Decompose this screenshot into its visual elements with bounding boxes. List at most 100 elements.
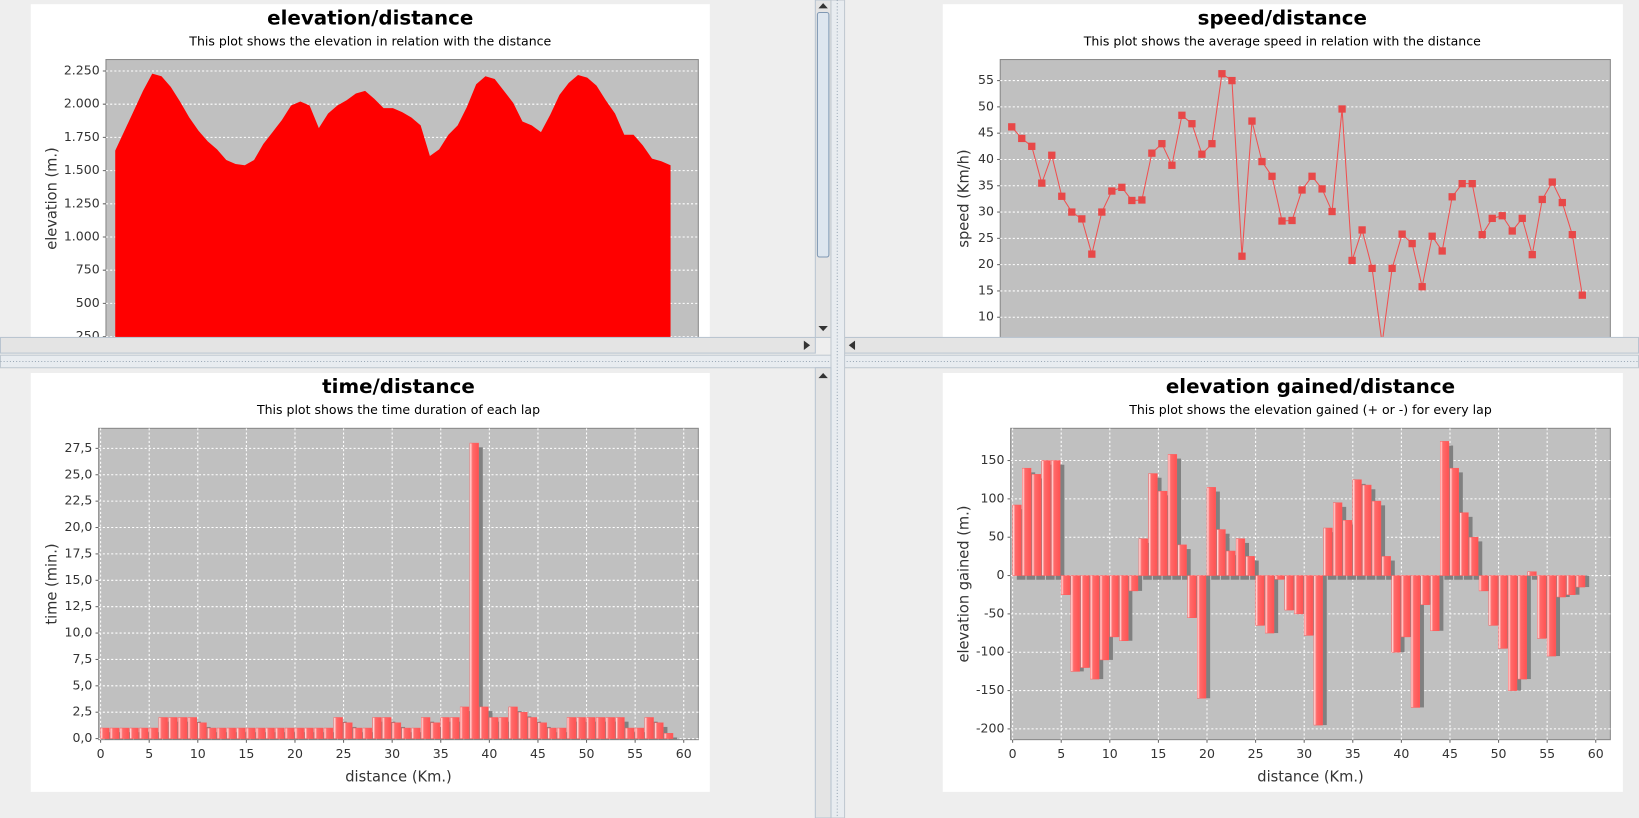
bar (1381, 556, 1391, 576)
y-tick-label: 10 (978, 309, 994, 324)
point (1498, 212, 1506, 220)
y-tick-label: 1.750 (64, 129, 100, 144)
bar (1498, 575, 1508, 649)
bar (527, 717, 538, 739)
chart-subtitle: This plot shows the elevation gained (+ … (1128, 402, 1492, 417)
bar (430, 722, 440, 739)
x-tick-label: 5 (145, 746, 153, 761)
bar (1537, 575, 1547, 639)
y-tick-label: 55 (978, 72, 994, 87)
point (1308, 172, 1316, 180)
bar (246, 727, 256, 739)
bar (1148, 473, 1158, 576)
x-tick-label: 50 (579, 746, 595, 761)
bar (1109, 575, 1119, 638)
point (1088, 250, 1096, 258)
bar (1556, 575, 1566, 598)
y-tick-label: 100 (981, 490, 1005, 505)
chart: elevation gained/distance This plot shows… (956, 375, 1611, 785)
chart-title: speed/distance (1198, 6, 1367, 29)
bar (1128, 575, 1139, 592)
bar (1430, 575, 1440, 632)
horizontal-scrollbar[interactable] (844, 336, 1639, 354)
y-tick-label: 5,0 (72, 677, 92, 692)
point (1388, 264, 1396, 272)
bar (100, 727, 110, 739)
y-tick-label: 12,5 (65, 598, 93, 613)
chart-title: elevation gained/distance (1166, 375, 1455, 398)
point (1058, 192, 1066, 200)
bar (644, 717, 654, 739)
point (1098, 208, 1106, 216)
bar (586, 717, 596, 739)
scroll-arrow[interactable] (818, 372, 828, 379)
point (1278, 217, 1286, 225)
bar (547, 727, 557, 739)
chart-subtitle: This plot shows the elevation in relatio… (188, 33, 551, 48)
bar (576, 717, 586, 739)
y-tick-label: 25,0 (65, 466, 93, 481)
point (1468, 180, 1476, 188)
bar (1090, 575, 1100, 680)
bar (1119, 575, 1129, 641)
x-tick-label: 30 (1296, 746, 1312, 761)
bar (469, 442, 479, 739)
bar (1206, 487, 1216, 576)
bar (1439, 441, 1450, 576)
bar (148, 727, 159, 739)
y-tick-label: 45 (978, 125, 994, 140)
bar (1245, 556, 1255, 576)
y-tick-label: -50 (984, 605, 1004, 620)
point (1018, 134, 1026, 143)
y-tick-label: 15 (978, 282, 994, 297)
bar (119, 727, 129, 739)
horizontal-scrollbar[interactable] (0, 336, 816, 354)
point (1558, 198, 1566, 207)
point (1068, 208, 1076, 216)
point (1008, 123, 1016, 131)
point (1338, 105, 1346, 113)
y-tick-label: 40 (978, 151, 994, 166)
y-axis-label: speed (Km/h) (956, 149, 973, 247)
y-tick-label: 1.500 (64, 162, 100, 177)
y-tick-label: 0 (996, 567, 1004, 582)
point (1248, 117, 1256, 125)
bar (236, 727, 246, 739)
bar (1265, 575, 1275, 634)
scroll-thumb[interactable] (816, 12, 830, 258)
point (1568, 231, 1576, 239)
charts: elevation/distance This plot shows the el… (44, 6, 1611, 785)
point (1138, 196, 1146, 204)
bar (284, 727, 295, 739)
bar (1323, 527, 1333, 576)
bar (353, 727, 363, 739)
x-tick-label: 60 (1588, 746, 1604, 761)
scroll-arrow[interactable] (803, 340, 811, 350)
point (1258, 157, 1266, 166)
y-tick-label: 35 (978, 177, 994, 192)
point (1418, 283, 1426, 291)
bar (1167, 454, 1178, 576)
point (1028, 142, 1036, 150)
point (1438, 247, 1446, 255)
bar (1449, 467, 1459, 576)
bar (1352, 479, 1362, 576)
bar (411, 727, 421, 739)
bar (1566, 575, 1576, 595)
x-tick-label: 10 (1102, 746, 1118, 761)
bar (459, 706, 470, 739)
bar (362, 727, 372, 739)
bar (1158, 490, 1168, 576)
bar (226, 727, 236, 739)
bar (1255, 575, 1265, 626)
point (1198, 150, 1206, 158)
vertical-scrollbar[interactable] (814, 367, 832, 818)
bar (654, 722, 664, 739)
scroll-arrow[interactable] (848, 340, 856, 350)
x-tick-label: 45 (530, 746, 546, 761)
point (1348, 256, 1356, 265)
bar (1022, 467, 1032, 576)
chart: time/distance This plot shows the time du… (44, 375, 699, 785)
